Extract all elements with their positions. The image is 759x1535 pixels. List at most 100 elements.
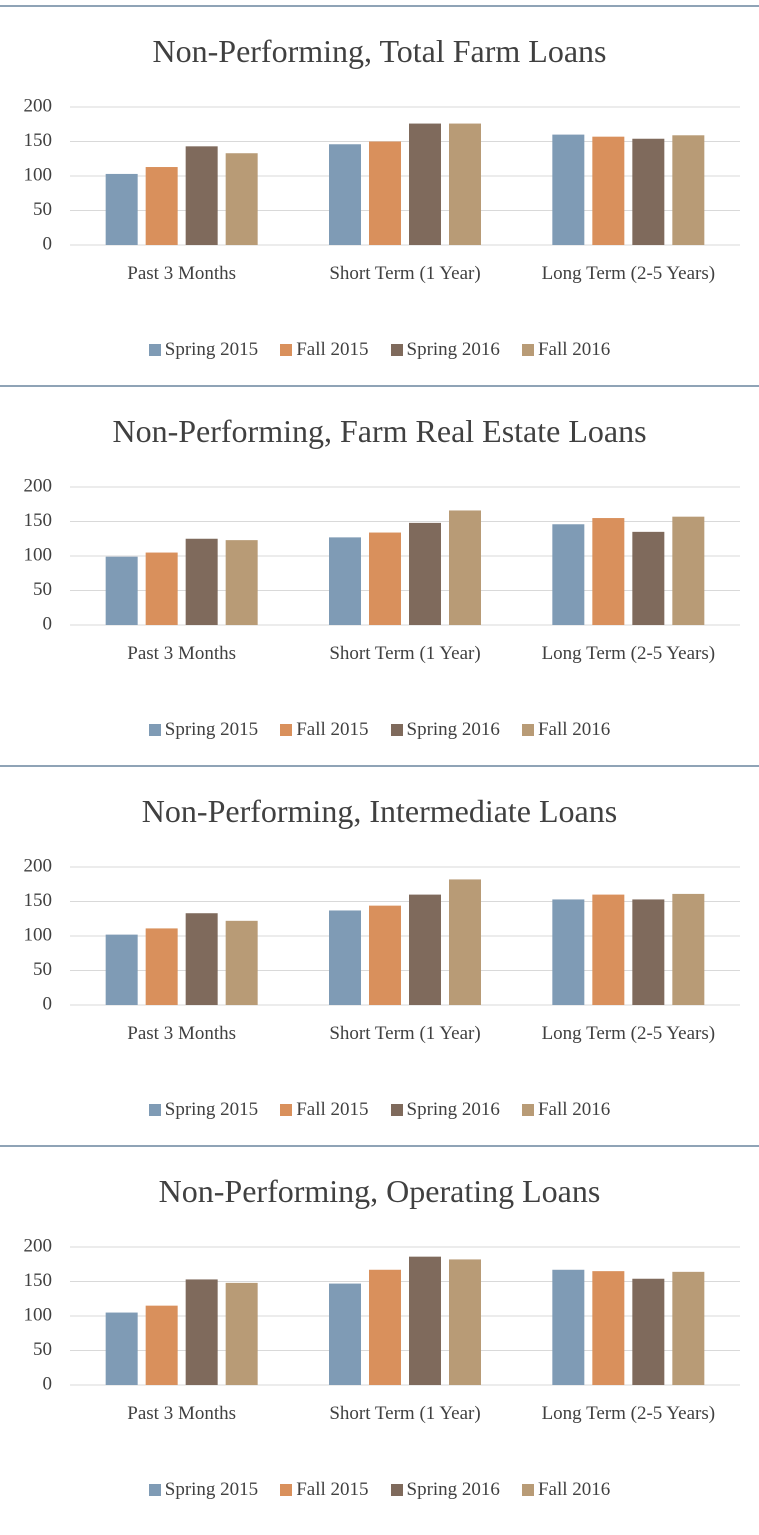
chart-title: Non-Performing, Total Farm Loans: [152, 33, 607, 69]
bar: [552, 524, 585, 625]
bar: [592, 136, 625, 245]
bar: [592, 518, 625, 625]
chart: 0 50 100 150 200: [24, 855, 740, 1014]
bar: [449, 123, 481, 245]
chart: 0 50 100 150 200: [24, 475, 740, 634]
bar: [592, 894, 625, 1005]
legend-label: Spring 2016: [406, 339, 500, 360]
bar: [225, 920, 258, 1005]
legend-swatch: [148, 1484, 161, 1496]
bar: [329, 144, 361, 245]
bar: [329, 537, 361, 625]
bar: [145, 1305, 178, 1385]
y-tick-label: 200: [24, 1235, 53, 1256]
bar: [672, 893, 705, 1005]
y-tick-label: 150: [24, 130, 53, 151]
chart-panel: Non-Performing, Total Farm Loans 0 50 100 15…: [0, 5, 759, 385]
legend-swatch: [521, 1104, 534, 1116]
bar: [225, 153, 258, 245]
legend-item: Fall 2015: [280, 1479, 369, 1501]
legend-label: Spring 2015: [164, 339, 259, 360]
legend: Spring 2015 Fall 2015 Spring 2016 Fall 2016: [0, 339, 759, 361]
x-tick-label: Past 3 Months: [127, 643, 237, 664]
legend-item: Fall 2016: [521, 339, 611, 361]
bar: [369, 905, 401, 1005]
x-tick-label: Short Term (1 Year): [329, 643, 481, 664]
bar: [369, 141, 401, 245]
legend-swatch: [280, 1484, 293, 1496]
legend-swatch: [148, 724, 161, 736]
bar: [632, 531, 665, 625]
x-tick-label: Past 3 Months: [127, 263, 237, 284]
y-tick-label: 200: [24, 95, 53, 116]
bar: [369, 1269, 401, 1385]
x-tick-label: Short Term (1 Year): [329, 1023, 481, 1044]
y-tick-label: 200: [24, 855, 53, 876]
y-tick-label: 100: [24, 1304, 53, 1325]
bar: [329, 910, 361, 1005]
bar: [552, 899, 585, 1005]
bar: [632, 899, 665, 1005]
legend-label: Spring 2016: [406, 719, 500, 740]
legend-swatch: [148, 1104, 161, 1116]
legend-label: Spring 2015: [164, 1479, 259, 1500]
legend-swatch: [280, 344, 293, 356]
legend: Spring 2015 Fall 2015 Spring 2016 Fall 2016: [0, 1479, 759, 1501]
legend-swatch: [390, 724, 403, 736]
legend-label: Spring 2016: [406, 1479, 500, 1500]
bar: [632, 138, 665, 245]
legend-item: Fall 2016: [521, 1479, 611, 1501]
legend-label: Fall 2016: [537, 339, 611, 360]
legend-swatch: [521, 344, 534, 356]
legend-label: Spring 2015: [164, 1099, 259, 1120]
chart-title: Non-Performing, Operating Loans: [158, 1173, 601, 1209]
bar: [145, 552, 178, 625]
bar: [449, 510, 481, 625]
bar: [105, 173, 138, 245]
y-tick-label: 100: [24, 544, 53, 565]
chart-panel: Non-Performing, Farm Real Estate Loans 0 5…: [0, 385, 759, 765]
bar: [105, 556, 138, 625]
y-tick-label: 100: [24, 924, 53, 945]
legend-item: Fall 2015: [280, 719, 369, 741]
bar: [185, 538, 218, 625]
y-tick-label: 200: [24, 475, 53, 496]
legend-label: Fall 2015: [296, 719, 369, 740]
x-tick-label: Past 3 Months: [127, 1023, 237, 1044]
bar: [329, 1283, 361, 1385]
legend-item: Spring 2015: [148, 1479, 259, 1501]
chart: 0 50 100 150 200: [24, 1235, 740, 1394]
legend-item: Fall 2015: [280, 339, 369, 361]
bar: [225, 540, 258, 625]
legend-label: Fall 2016: [537, 1479, 611, 1500]
bar: [409, 1256, 441, 1385]
legend-item: Spring 2015: [148, 1099, 259, 1121]
y-tick-label: 150: [24, 890, 53, 911]
legend-item: Fall 2015: [280, 1099, 369, 1121]
legend-swatch: [390, 344, 403, 356]
y-tick-label: 50: [33, 1339, 52, 1360]
legend-label: Fall 2015: [296, 1479, 369, 1500]
chart-panel: Non-Performing, Operating Loans 0 50 100 150…: [0, 1145, 759, 1525]
bar: [632, 1278, 665, 1385]
y-tick-label: 50: [33, 199, 52, 220]
bar: [552, 1269, 585, 1385]
legend-item: Spring 2016: [390, 339, 500, 361]
bar: [449, 879, 481, 1005]
legend-item: Spring 2016: [390, 1479, 500, 1501]
y-tick-label: 0: [43, 233, 53, 254]
bar: [672, 1271, 705, 1385]
x-tick-label: Long Term (2-5 Years): [541, 263, 716, 284]
legend-swatch: [521, 724, 534, 736]
bar: [409, 894, 441, 1005]
legend: Spring 2015 Fall 2015 Spring 2016 Fall 2016: [0, 1099, 759, 1121]
bar: [225, 1282, 258, 1385]
legend-swatch: [280, 724, 293, 736]
chart: 0 50 100 150 200: [24, 95, 740, 254]
bar: [185, 913, 218, 1005]
bar: [145, 928, 178, 1005]
y-tick-label: 0: [43, 993, 53, 1014]
bar: [105, 934, 138, 1005]
legend-swatch: [280, 1104, 293, 1116]
y-tick-label: 0: [43, 1373, 53, 1394]
